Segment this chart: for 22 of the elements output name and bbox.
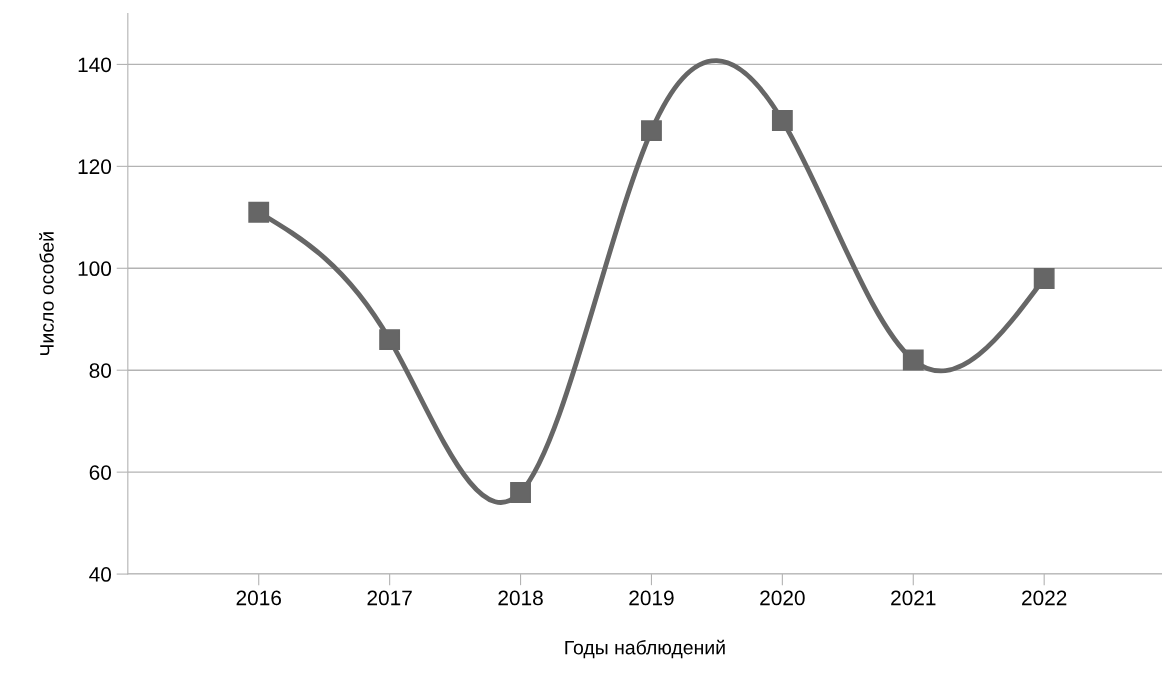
y-tick-label: 120	[78, 159, 112, 175]
point	[379, 329, 401, 351]
x-tick-label: 2022	[1022, 590, 1067, 606]
y-tick-label: 140	[78, 57, 112, 73]
x-tick-label: 2017	[367, 590, 412, 606]
y-tick-label: 60	[89, 465, 112, 480]
x-tick-label: 2020	[760, 590, 805, 606]
y-tick-label: 40	[89, 567, 112, 582]
point	[641, 120, 662, 142]
point	[771, 110, 793, 131]
point	[510, 482, 531, 503]
x-axis-title: Годы наблюдений	[565, 639, 725, 659]
point	[248, 201, 270, 223]
point	[902, 349, 924, 371]
x-tick-label: 2019	[629, 590, 674, 606]
point	[1033, 268, 1055, 289]
x-tick-label: 2016	[236, 590, 281, 606]
y-tick-label: 80	[89, 363, 112, 378]
x-tick-label: 2021	[891, 590, 936, 606]
x-tick-label: 2018	[498, 590, 543, 606]
y-tick-label: 100	[78, 261, 112, 277]
y-axis-title: Число особей	[39, 232, 54, 355]
